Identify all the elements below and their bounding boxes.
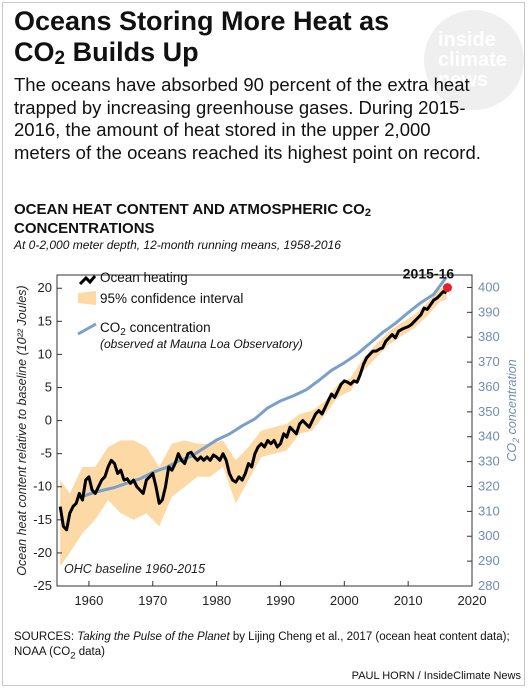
chart-title-second-line: CONCENTRATIONS	[14, 220, 155, 237]
y-right-axis-label-sub: 2	[511, 438, 521, 444]
y-left-tick-label--5: -5	[40, 446, 52, 461]
logo-line-3: news	[438, 69, 489, 91]
y-right-tick-label-300: 300	[478, 528, 500, 543]
legend-co2-rest: concentration	[126, 320, 211, 335]
y-left-tick-label--25: -25	[33, 578, 52, 593]
sources-rest: by Lijing Cheng et al., 2017 (ocean heat…	[14, 631, 510, 658]
chart-title-main: OCEAN HEAT CONTENT AND ATMOSPHERIC CO	[14, 201, 365, 218]
sources-prefix: SOURCES:	[14, 631, 78, 643]
legend-ocean-swatch	[78, 275, 97, 286]
lede-paragraph: The oceans have absorbed 90 percent of t…	[14, 74, 481, 163]
logo-line-2: climate	[438, 49, 507, 71]
y-left-tick-label-10: 10	[38, 346, 52, 361]
x-tick-label-2000: 2000	[330, 593, 359, 608]
y-right-axis-label: CO2 concentration	[505, 359, 521, 461]
headline-line-2: CO2 Builds Up	[14, 37, 389, 71]
chart: 1960 1970 1980 1990 2000 2010 202020151050-5-1…	[15, 266, 521, 608]
x-tick-label-2020: 2020	[458, 593, 487, 608]
y-right-tick-label-350: 350	[478, 404, 500, 419]
headline-line-1: Oceans Storing More Heat as	[14, 6, 390, 36]
y-right-tick-label-290: 290	[478, 553, 500, 568]
y-right-tick-label-280: 280	[478, 578, 500, 593]
y-right-tick-label-380: 380	[478, 329, 500, 344]
legend-co2-label: CO2 concentration	[100, 320, 211, 338]
ocean-heating-line	[58, 290, 448, 532]
y-right-tick-label-310: 310	[478, 503, 500, 518]
y-left-tick-label-0: 0	[45, 413, 52, 428]
headline-co: CO	[14, 37, 55, 67]
chart-subtitle: At 0-2,000 meter depth, 12-month running…	[14, 238, 341, 252]
y-right-tick-label-370: 370	[478, 354, 500, 369]
sources-end: data)	[75, 646, 105, 658]
y-right-tick-label-400: 400	[478, 279, 500, 294]
legend-ci-label: 95% confidence interval	[100, 291, 243, 306]
chart-title-subscript: 2	[364, 207, 371, 219]
headline-builds-up: Builds Up	[65, 37, 199, 67]
y-left-tick-label-20: 20	[38, 280, 52, 295]
x-tick-label-2010: 2010	[394, 593, 423, 608]
y-right-tick-label-390: 390	[478, 304, 500, 319]
legend-co2-co: CO	[100, 320, 120, 335]
credit: PAUL HORN / InsideClimate News	[351, 670, 521, 682]
y-left-tick-label--15: -15	[33, 512, 52, 527]
legend-co2-note: (observed at Mauna Loa Observatory)	[100, 337, 303, 351]
legend-ci-swatch	[78, 291, 96, 305]
sources-note: SOURCES: Taking the Pulse of the Planet …	[14, 630, 514, 663]
y-left-tick-label--20: -20	[33, 545, 52, 560]
peak-marker	[442, 283, 452, 293]
y-left-axis-label: Ocean heat content relative to baseline …	[15, 285, 29, 575]
y-right-tick-label-320: 320	[478, 478, 500, 493]
sources-title: Taking the Pulse of the Planet	[77, 631, 230, 643]
logo-line-1: inside	[438, 29, 496, 51]
y-right-tick-label-330: 330	[478, 454, 500, 469]
y-right-axis-label-rest: concentration	[505, 359, 519, 438]
y-left-tick-label-5: 5	[45, 379, 52, 394]
y-right-axis-label-co: CO	[505, 443, 519, 462]
insideclimate-news-logo: inside climate news	[424, 10, 524, 110]
peak-label: 2015-16	[403, 266, 455, 282]
co2-concentration-line	[78, 276, 448, 500]
y-left-tick-label-15: 15	[38, 313, 52, 328]
y-right-tick-label-360: 360	[478, 379, 500, 394]
y-left-tick-label--10: -10	[33, 479, 52, 494]
x-tick-label-1990: 1990	[266, 593, 295, 608]
chart-title: OCEAN HEAT CONTENT AND ATMOSPHERIC CO2 CO…	[14, 201, 494, 238]
plot-frame	[56, 274, 473, 587]
legend-ocean-label: Ocean heating	[100, 270, 188, 285]
x-tick-label-1970: 1970	[138, 593, 167, 608]
x-tick-label-1980: 1980	[202, 593, 231, 608]
headline: Oceans Storing More Heat as CO2 Builds U…	[14, 6, 389, 71]
x-tick-label-1960: 1960	[74, 593, 103, 608]
legend-co2-swatch	[77, 322, 97, 336]
legend-co2-sub: 2	[120, 327, 126, 338]
sources-subscript: 2	[70, 650, 76, 662]
headline-co2-subscript: 2	[54, 48, 66, 69]
baseline-note: OHC baseline 1960-2015	[64, 562, 205, 576]
y-right-tick-label-340: 340	[478, 429, 500, 444]
